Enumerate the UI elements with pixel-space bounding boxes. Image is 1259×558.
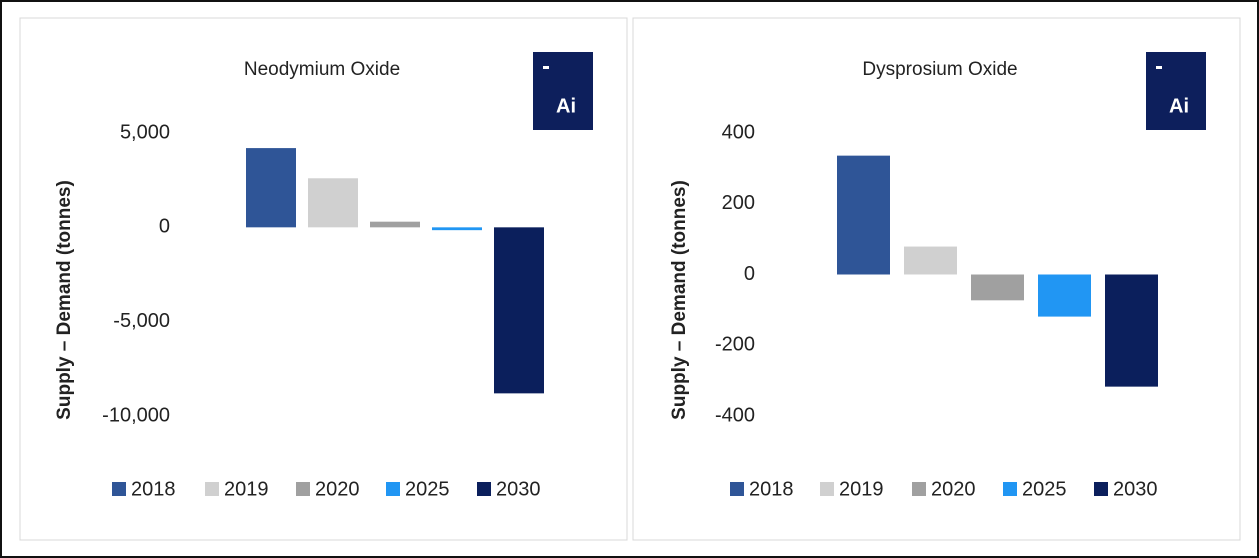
- bar: [308, 178, 358, 228]
- logo-text: Ai: [556, 95, 576, 117]
- bar: [370, 221, 420, 228]
- y-tick-label: 0: [744, 263, 755, 285]
- legend-swatch: [386, 482, 400, 496]
- bar: [971, 274, 1024, 301]
- legend-swatch: [477, 482, 491, 496]
- legend-swatch: [730, 482, 744, 496]
- logo: [1146, 52, 1206, 130]
- y-tick-label: 400: [722, 121, 755, 143]
- legend-label: 2020: [315, 478, 360, 500]
- legend-swatch: [112, 482, 126, 496]
- bar: [494, 227, 544, 394]
- y-tick-label: 200: [722, 192, 755, 214]
- y-axis-label: Supply – Demand (tonnes): [54, 180, 75, 420]
- logo-dash: [543, 66, 549, 69]
- logo: [533, 52, 593, 130]
- y-tick-label: -400: [715, 404, 755, 426]
- bar: [432, 227, 482, 231]
- chart-title: Neodymium Oxide: [244, 59, 400, 80]
- y-axis-label: Supply – Demand (tonnes): [669, 180, 690, 420]
- bar: [1105, 274, 1158, 387]
- legend-swatch: [1003, 482, 1017, 496]
- legend-swatch: [205, 482, 219, 496]
- chart-title: Dysprosium Oxide: [862, 59, 1017, 80]
- legend-label: 2030: [496, 478, 541, 500]
- legend-swatch: [296, 482, 310, 496]
- bar: [246, 148, 296, 228]
- y-tick-label: -5,000: [113, 310, 170, 332]
- legend-swatch: [912, 482, 926, 496]
- bar: [837, 155, 890, 275]
- legend-label: 2025: [1022, 478, 1067, 500]
- legend-swatch: [820, 482, 834, 496]
- y-tick-label: -200: [715, 334, 755, 356]
- y-tick-label: 5,000: [120, 121, 170, 143]
- legend-label: 2019: [224, 478, 269, 500]
- legend-swatch: [1094, 482, 1108, 496]
- legend-label: 2020: [931, 478, 976, 500]
- logo-text: Ai: [1169, 95, 1189, 117]
- legend-label: 2019: [839, 478, 884, 500]
- legend-label: 2018: [131, 478, 176, 500]
- bar: [1038, 274, 1091, 317]
- y-tick-label: 0: [159, 216, 170, 238]
- legend-label: 2030: [1113, 478, 1158, 500]
- legend-label: 2025: [405, 478, 450, 500]
- y-tick-label: -10,000: [102, 404, 170, 426]
- logo-dash: [1156, 66, 1162, 69]
- legend-label: 2018: [749, 478, 794, 500]
- bar: [904, 246, 957, 275]
